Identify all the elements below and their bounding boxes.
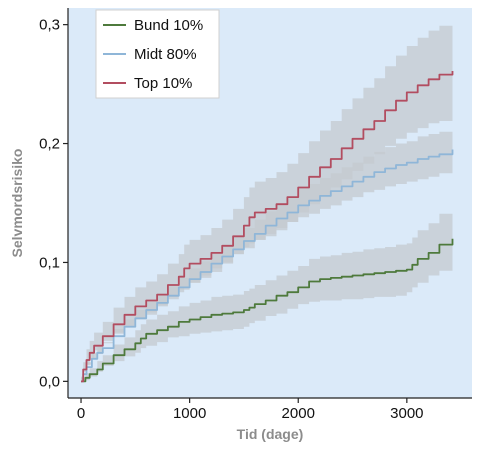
series-line-1: [81, 149, 454, 383]
x-tick-label: 2000: [282, 405, 315, 422]
y-tick-label: 0,0: [39, 373, 60, 390]
confidence-band-1: [81, 125, 453, 382]
legend-label: Midt 80%: [134, 46, 197, 63]
series-lines: [81, 71, 454, 383]
confidence-band-2: [81, 21, 453, 382]
y-tick-label: 0,1: [39, 254, 60, 271]
legend-label: Top 10%: [134, 75, 192, 92]
x-tick-label: 1000: [173, 405, 206, 422]
legend: Bund 10% Midt 80% Top 10%: [95, 9, 220, 99]
legend-label: Bund 10%: [134, 17, 203, 34]
y-tick-label: 0,3: [39, 17, 60, 34]
x-ticks: 0 1000 2000 3000: [77, 398, 424, 422]
x-tick-label: 3000: [390, 405, 423, 422]
y-axis-title: Selvmordsrisiko: [9, 149, 25, 258]
series-line-2: [81, 71, 454, 383]
y-tick-label: 0,2: [39, 136, 60, 153]
x-axis-title: Tid (dage): [237, 426, 304, 442]
series-line-0: [81, 238, 454, 383]
confidence-bands: [81, 21, 453, 382]
x-tick-label: 0: [77, 405, 85, 422]
confidence-band-0: [81, 206, 453, 382]
y-ticks: 0,0 0,1 0,2 0,3: [39, 17, 68, 390]
